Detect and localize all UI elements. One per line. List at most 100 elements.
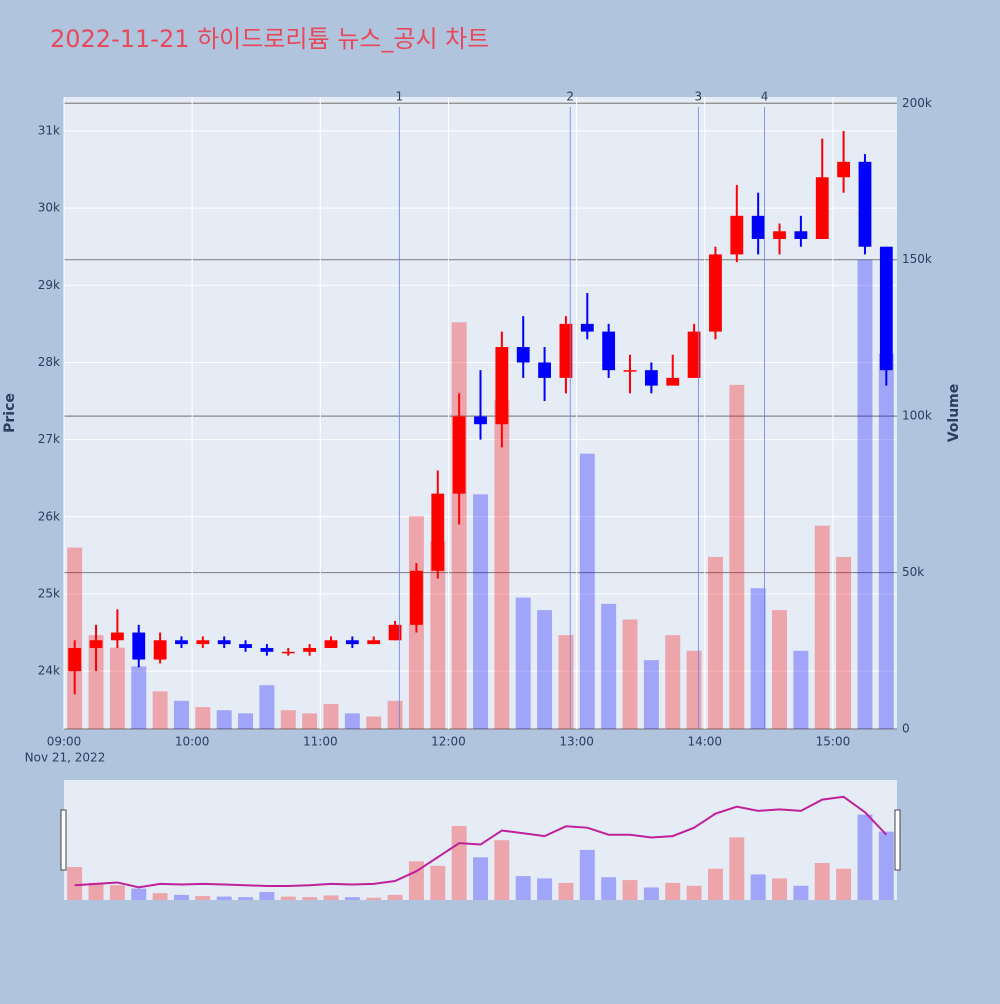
candle-body <box>559 323 573 378</box>
volume-bar <box>729 384 745 729</box>
news-label: 3 <box>695 90 703 104</box>
volume-bar <box>451 322 467 729</box>
mini-volume-bar <box>686 885 702 900</box>
candle-body <box>452 416 466 494</box>
volume-bar <box>366 716 382 729</box>
y-tick-label: 29k <box>38 278 60 292</box>
mini-volume-bar <box>387 894 403 900</box>
mini-volume-bar <box>729 837 745 900</box>
y-tick-label: 26k <box>38 509 60 523</box>
candle-body <box>260 647 274 652</box>
range-handle[interactable] <box>60 809 67 871</box>
volume-bar <box>836 556 852 729</box>
mini-volume-bar <box>814 862 830 900</box>
volume-bar <box>302 713 318 729</box>
mini-volume-bar <box>344 897 360 900</box>
candle-body <box>153 640 167 660</box>
volume-bar <box>259 685 275 729</box>
y2-tick-label: 50k <box>902 565 924 579</box>
candle-body <box>175 640 188 645</box>
volume-bar <box>323 703 339 729</box>
candle-body <box>879 246 893 371</box>
mini-volume-bar <box>793 885 809 900</box>
candle-body <box>196 640 210 645</box>
y-tick-label: 31k <box>38 123 60 137</box>
mini-volume-bar <box>323 895 339 900</box>
candle-body <box>431 493 445 571</box>
mini-volume-bar <box>259 892 275 900</box>
mini-volume-bar <box>622 880 638 900</box>
volume-bar <box>814 525 830 729</box>
candle-body <box>110 632 124 641</box>
mini-volume-bar <box>302 897 318 900</box>
mini-volume-bar <box>216 896 232 900</box>
range-handle[interactable] <box>894 809 901 871</box>
candle-body <box>410 570 423 625</box>
volume-bar <box>558 635 574 729</box>
volume-bar <box>686 650 702 729</box>
mini-volume-bar <box>366 897 382 900</box>
candle-body <box>687 331 701 378</box>
mini-volume-bar <box>451 825 467 900</box>
candle-body <box>388 624 402 641</box>
volume-bar <box>643 660 659 729</box>
candle-body <box>580 323 594 332</box>
candle-body <box>773 231 786 239</box>
volume-bar <box>601 603 617 729</box>
y2-axis-title: Volume <box>946 384 962 443</box>
y2-tick-label: 150k <box>902 252 932 266</box>
x-date-label: Nov 21, 2022 <box>25 751 106 765</box>
volume-bar <box>152 691 168 729</box>
y-tick-label: 30k <box>38 201 60 215</box>
y2-tick-label: 200k <box>902 96 932 110</box>
x-tick-label: 12:00 <box>431 735 466 749</box>
volume-bar <box>515 597 531 729</box>
mini-volume-bar <box>515 876 531 900</box>
volume-bar <box>665 635 681 729</box>
y-tick-label: 24k <box>38 664 60 678</box>
candle-body <box>858 161 872 247</box>
mini-volume-bar <box>408 861 424 900</box>
mini-volume-bar <box>601 877 617 900</box>
mini-volume-bar <box>579 849 595 900</box>
x-tick-label: 13:00 <box>559 735 594 749</box>
volume-bar <box>67 547 83 729</box>
candle-body <box>239 644 252 648</box>
y-tick-label: 25k <box>38 586 60 600</box>
candle-body <box>538 362 551 378</box>
mini-volume-bar <box>88 882 104 900</box>
x-tick-label: 15:00 <box>816 735 851 749</box>
candle-body <box>303 647 317 652</box>
mini-volume-bar <box>537 878 553 900</box>
volume-bar <box>473 494 488 729</box>
volume-bar <box>430 541 446 729</box>
news-label: 2 <box>566 90 574 104</box>
y-tick-label: 28k <box>38 355 60 369</box>
mini-volume-bar <box>280 896 296 900</box>
mini-volume-bar <box>707 868 723 900</box>
volume-bar <box>622 619 638 729</box>
mini-volume-bar <box>772 878 788 900</box>
candle-body <box>474 416 487 425</box>
candle-body <box>815 177 829 239</box>
candle-body <box>367 640 381 645</box>
volume-bar <box>772 610 788 729</box>
candle-body <box>602 331 616 371</box>
volume-bar <box>537 610 553 729</box>
mini-volume-bar <box>836 868 852 900</box>
rangeslider-bg <box>64 780 897 900</box>
mini-volume-bar <box>643 887 659 900</box>
mini-volume-bar <box>473 857 488 900</box>
volume-bar <box>750 588 766 729</box>
mini-volume-bar <box>494 840 510 900</box>
news-label: 1 <box>396 90 404 104</box>
mini-volume-bar <box>750 874 766 900</box>
mini-volume-bar <box>109 885 125 900</box>
candle-body <box>281 651 295 654</box>
mini-volume-bar <box>878 831 894 900</box>
candle-body <box>495 347 509 425</box>
y2-tick-label: 100k <box>902 409 932 423</box>
candle-body <box>794 231 808 239</box>
candle-body <box>644 370 658 386</box>
